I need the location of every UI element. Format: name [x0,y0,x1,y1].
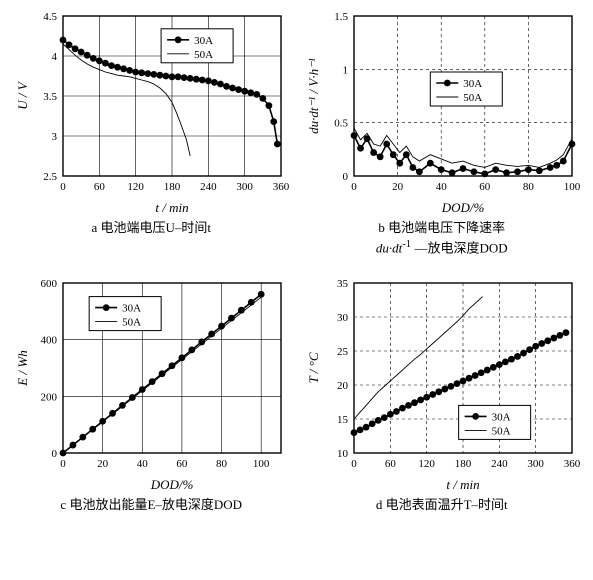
panel-a: 0 60 120 180 240 300 360 2.5 3 3.5 4 4.5 t / min U / … [8,8,295,257]
caption-d: d 电池表面温升T–时间t [376,497,508,513]
svg-text:180: 180 [164,181,181,193]
svg-text:300: 300 [527,458,544,470]
svg-text:80: 80 [216,458,228,470]
svg-text:10: 10 [337,448,349,460]
caption-b-line1: b 电池端电压下降速率 [378,220,505,236]
svg-text:1: 1 [342,64,348,76]
panel-d: 0 60 120 180 240 300 360 10 15 20 25 30 35 t / min T /… [299,275,586,513]
svg-text:25: 25 [337,346,349,358]
svg-text:40: 40 [435,181,447,193]
svg-text:3: 3 [52,131,58,143]
svg-text:60: 60 [94,181,106,193]
svg-text:0: 0 [61,458,67,470]
svg-text:200: 200 [41,391,58,403]
caption-a: a 电池端电压U–时间t [91,220,211,236]
chart-grid: 0601201802403003602.533.544.5t / minU / … [8,8,585,513]
svg-text:1.5: 1.5 [334,11,348,23]
svg-text:0: 0 [351,458,357,470]
svg-text:50A: 50A [122,316,141,328]
svg-text:40: 40 [137,458,149,470]
svg-text:U / V: U / V [15,80,30,110]
svg-text:100: 100 [564,181,581,193]
caption-b-line2: du·dt-1 —放电深度DOD [376,238,508,257]
svg-text:240: 240 [491,458,508,470]
panel-b: 0 20 40 60 80 100 0 0.5 1 1.5 DOD/% du·dt⁻¹ / V·h⁻¹… [299,8,586,257]
svg-text:DOD/%: DOD/% [150,477,194,492]
svg-text:50A: 50A [491,425,510,437]
svg-text:du·dt⁻¹ / V·h⁻¹: du·dt⁻¹ / V·h⁻¹ [306,58,321,134]
chart-b: 0 20 40 60 80 100 0 0.5 1 1.5 DOD/% du·dt⁻¹ / V·h⁻¹… [302,8,582,218]
svg-text:0: 0 [351,181,357,193]
svg-text:20: 20 [337,380,349,392]
svg-text:4.5: 4.5 [44,11,58,23]
svg-text:T / °C: T / °C [306,352,321,383]
svg-text:0.5: 0.5 [334,118,348,130]
svg-text:100: 100 [253,458,270,470]
svg-text:4: 4 [52,51,58,63]
svg-text:30A: 30A [463,78,482,90]
svg-text:60: 60 [479,181,491,193]
svg-text:80: 80 [523,181,535,193]
svg-text:35: 35 [337,278,349,290]
svg-text:60: 60 [177,458,189,470]
svg-text:20: 20 [392,181,404,193]
svg-text:400: 400 [41,334,58,346]
chart-d: 0 60 120 180 240 300 360 10 15 20 25 30 35 t / min T /… [302,275,582,495]
svg-text:120: 120 [128,181,145,193]
svg-text:60: 60 [385,458,397,470]
svg-text:30A: 30A [122,302,141,314]
svg-text:30A: 30A [194,35,213,47]
svg-text:20: 20 [97,458,109,470]
svg-text:t / min: t / min [156,200,189,215]
svg-text:0: 0 [52,448,58,460]
svg-text:120: 120 [418,458,435,470]
svg-text:50A: 50A [194,49,213,61]
svg-text:180: 180 [455,458,472,470]
svg-text:50A: 50A [463,92,482,104]
svg-text:600: 600 [41,278,58,290]
chart-a: 0 60 120 180 240 300 360 2.5 3 3.5 4 4.5 t / min U / … [11,8,291,218]
svg-text:t / min: t / min [446,477,479,492]
svg-text:30A: 30A [491,411,510,423]
chart-c: 0 20 40 60 80 100 0 200 400 600 DOD/% E / Wh 30A 50A [11,275,291,495]
svg-text:DOD/%: DOD/% [440,200,484,215]
svg-text:2.5: 2.5 [44,171,58,183]
svg-text:360: 360 [564,458,581,470]
svg-text:300: 300 [237,181,254,193]
svg-text:0: 0 [342,171,348,183]
panel-c: 0204060801000200400600DOD/%E / Wh30A50A … [8,275,295,513]
svg-text:0: 0 [61,181,67,193]
svg-text:360: 360 [273,181,290,193]
caption-c: c 电池放出能量E–放电深度DOD [60,497,242,513]
svg-text:30: 30 [337,312,349,324]
svg-text:E / Wh: E / Wh [15,350,30,386]
svg-text:240: 240 [200,181,217,193]
svg-text:15: 15 [337,414,349,426]
svg-text:3.5: 3.5 [44,91,58,103]
